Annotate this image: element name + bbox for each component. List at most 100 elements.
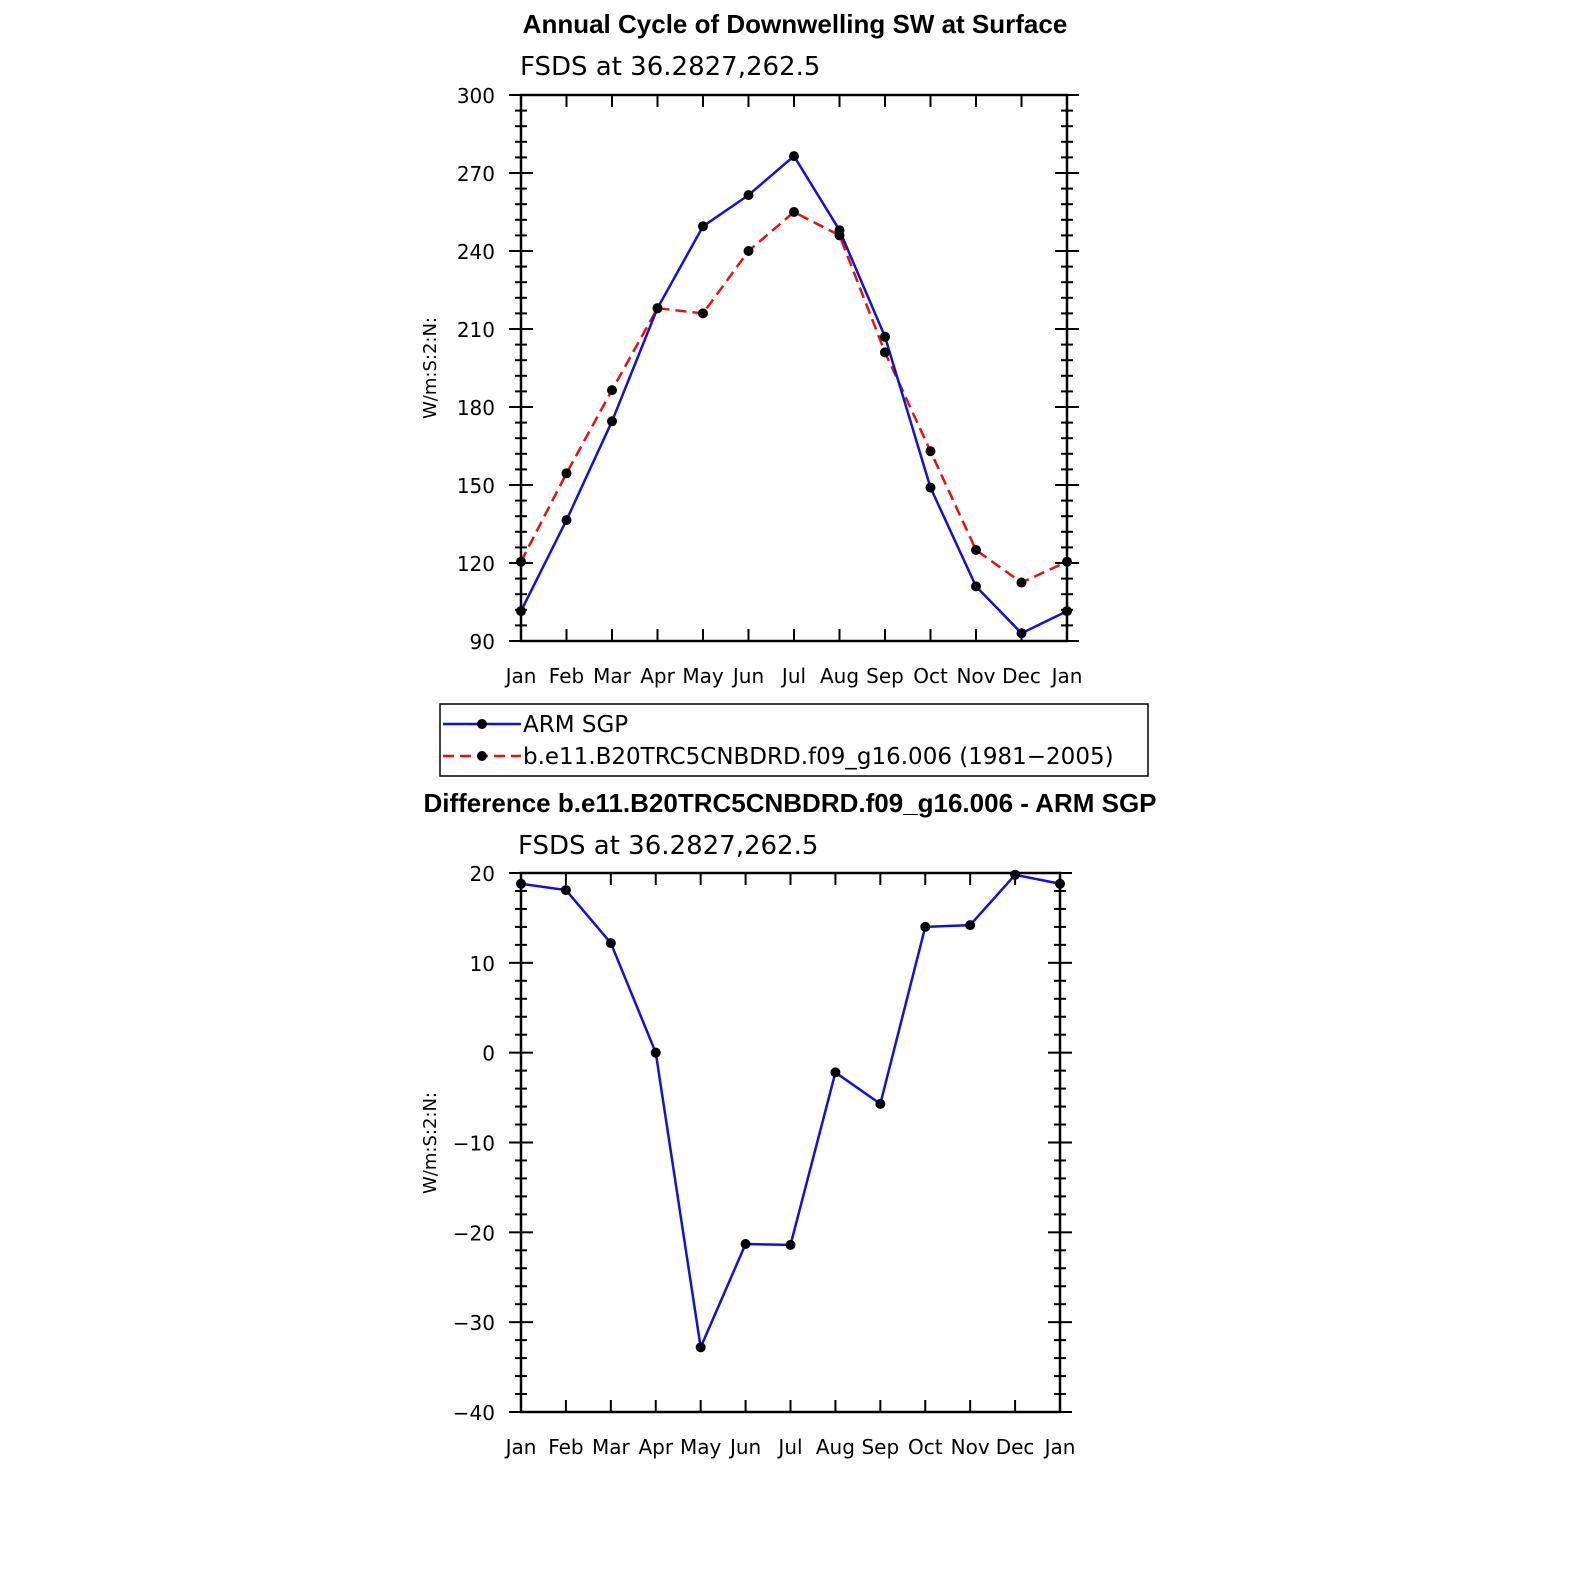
x-tick-label: Dec [996, 1435, 1035, 1459]
data-point [698, 221, 708, 232]
plot-frame [519, 93, 1069, 643]
chart-subtitle: FSDS at 36.2827,262.5 [518, 831, 818, 861]
y-tick-label: 120 [457, 552, 495, 576]
x-tick-label: Jul [780, 664, 806, 688]
series-layer [516, 151, 1072, 639]
data-point [695, 1342, 706, 1353]
legend-frame [439, 703, 1149, 777]
x-tick-label: Jun [728, 1435, 761, 1459]
y-axis-label: W/m:S:2:N: [420, 1092, 441, 1194]
y-tick-label: −30 [453, 1311, 495, 1335]
y-tick-label: 150 [457, 474, 495, 498]
data-point [920, 921, 931, 932]
data-point [743, 190, 754, 201]
x-tick-label: Sep [866, 664, 904, 688]
y-tick-label: 210 [457, 318, 495, 342]
x-tick-label: Aug [816, 1435, 855, 1459]
data-point [516, 606, 526, 617]
legend-marker-obs [477, 719, 487, 729]
y-tick-label: −10 [453, 1132, 495, 1156]
chart-title: Difference b.e11.B20TRC5CNBDRD.f09_g16.0… [423, 788, 1156, 818]
data-point [971, 581, 981, 592]
x-tick-label: Nov [956, 664, 995, 688]
x-tick-label: May [680, 1435, 722, 1459]
data-point [607, 416, 617, 427]
data-point [652, 303, 663, 314]
x-tick-label: Apr [640, 664, 675, 688]
data-point [925, 482, 936, 493]
ticks-layer: Jan Feb Mar Apr May Jun Jul Aug Sep Oct Nov Dec Jan 9… [457, 84, 1083, 688]
x-tick-label: Dec [1002, 664, 1041, 688]
y-tick-label: 90 [470, 630, 495, 654]
data-point [971, 545, 981, 555]
series-line-1 [519, 210, 1068, 584]
annual-cycle-chart: Annual Cycle of Downwelling SW at Surfac… [420, 9, 1082, 688]
legend: ARM SGP b.e11.B20TRC5CNBDRD.f09_g16.006 … [439, 703, 1149, 777]
y-tick-label: 20 [470, 862, 495, 886]
data-point [698, 308, 708, 319]
x-tick-label: Jan [504, 1435, 537, 1459]
data-point [561, 515, 572, 526]
data-point [1010, 869, 1021, 880]
y-axis-label: W/m:S:2:N: [420, 317, 441, 419]
y-tick-label: 300 [457, 84, 495, 108]
x-tick-label: Oct [908, 1435, 943, 1459]
y-tick-label: 240 [457, 240, 495, 264]
legend-label-model: b.e11.B20TRC5CNBDRD.f09_g16.006 (1981−20… [523, 744, 1114, 770]
x-tick-label: Apr [638, 1435, 673, 1459]
data-point [1062, 606, 1072, 617]
y-tick-label: −40 [453, 1401, 495, 1425]
series-layer [516, 869, 1065, 1353]
x-tick-label: Feb [548, 1435, 583, 1459]
series-line-0 [519, 154, 1068, 635]
y-tick-label: 0 [482, 1042, 495, 1066]
data-point [561, 468, 572, 479]
x-tick-label: Jul [776, 1435, 802, 1459]
x-tick-label: May [682, 664, 724, 688]
x-tick-label: Jun [731, 664, 764, 688]
legend-label-obs: ARM SGP [523, 712, 628, 738]
data-point [560, 885, 571, 896]
data-point [834, 230, 845, 241]
x-tick-label: Jan [1050, 664, 1083, 688]
data-point [789, 207, 799, 217]
x-tick-label: Nov [951, 1435, 990, 1459]
data-point [740, 1239, 751, 1250]
x-tick-label: Mar [593, 664, 632, 688]
data-point [830, 1067, 841, 1078]
data-point [1062, 556, 1072, 567]
data-point [925, 446, 936, 457]
x-tick-label: Feb [549, 664, 584, 688]
x-tick-label: Jan [1043, 1435, 1076, 1459]
y-tick-label: 180 [457, 396, 495, 420]
data-point [1016, 628, 1027, 639]
plot-frame [519, 871, 1062, 1414]
x-tick-label: Jan [504, 664, 537, 688]
chart-title: Annual Cycle of Downwelling SW at Surfac… [523, 9, 1068, 39]
y-tick-label: 270 [457, 162, 495, 186]
ticks-layer: Jan Feb Mar Apr May Jun Jul Aug Sep Oct Nov Dec Jan−… [453, 862, 1076, 1459]
x-tick-label: Oct [913, 664, 948, 688]
data-point [1016, 577, 1027, 588]
data-point [516, 556, 526, 567]
data-point [607, 385, 617, 396]
data-point [880, 347, 890, 358]
y-tick-label: 10 [470, 952, 495, 976]
data-point [743, 246, 754, 256]
y-tick-label: −20 [453, 1221, 495, 1245]
legend-marker-model [477, 751, 487, 761]
data-point [650, 1047, 661, 1058]
data-point [965, 920, 976, 931]
data-point [875, 1098, 886, 1109]
difference-chart: Difference b.e11.B20TRC5CNBDRD.f09_g16.0… [420, 788, 1157, 1459]
chart-subtitle: FSDS at 36.2827,262.5 [520, 52, 820, 82]
data-point [785, 1239, 796, 1250]
x-tick-label: Mar [592, 1435, 631, 1459]
data-point [1055, 878, 1065, 889]
series-line-0 [520, 873, 1061, 1349]
x-tick-label: Aug [820, 664, 859, 688]
data-point [516, 878, 526, 889]
data-point [605, 938, 616, 949]
data-point [880, 331, 890, 342]
